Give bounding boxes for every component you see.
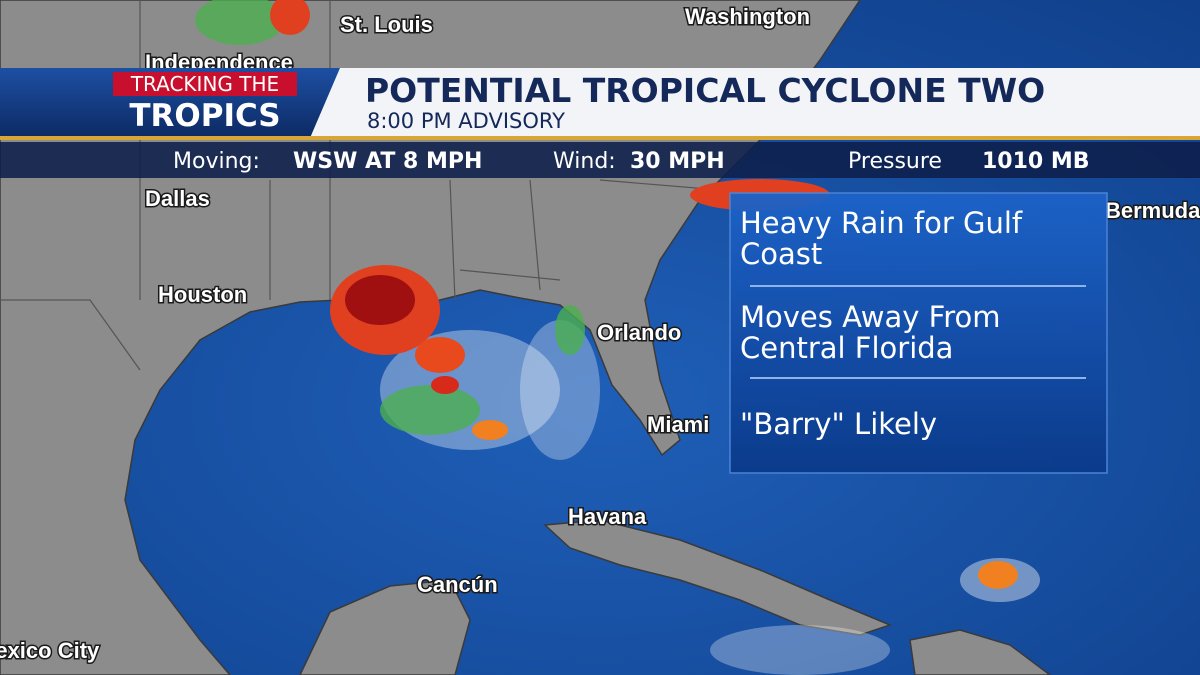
radar <box>195 0 1040 675</box>
info-item: Moves Away From Central Florida <box>740 300 1000 365</box>
city-label: Bermuda <box>1105 198 1200 223</box>
stats-bg <box>0 142 1200 178</box>
stat-value: WSW AT 8 MPH <box>293 149 482 174</box>
city-label: St. Louis <box>340 12 433 37</box>
stats-bar: Moving: WSW AT 8 MPH Wind: 30 MPH Pressu… <box>0 142 1200 178</box>
city-label: Cancún <box>417 572 498 597</box>
header: TRACKING THE TROPICS POTENTIAL TROPICAL … <box>0 68 1200 140</box>
subtitle: 8:00 PM ADVISORY <box>367 109 565 133</box>
accent-line <box>0 136 1200 140</box>
stat-label: Wind: <box>553 149 616 174</box>
badge-top: TRACKING THE <box>130 72 279 96</box>
badge-bottom: TROPICS <box>129 98 280 134</box>
city-label: Mexico City <box>0 638 100 663</box>
city-labels: St. Louis Washington Independence Dallas… <box>0 3 1200 665</box>
info-item: "Barry" Likely <box>740 407 937 441</box>
stat-label: Pressure <box>848 149 942 174</box>
info-box: Heavy Rain for Gulf Coast Moves Away From… <box>729 192 1108 474</box>
title-panel <box>310 68 1200 138</box>
badge-red <box>113 72 297 96</box>
city-label: Orlando <box>597 320 681 345</box>
info-item: Heavy Rain for Gulf Coast <box>740 206 1023 271</box>
city-label: Miami <box>647 412 709 437</box>
city-label: Washington <box>685 4 810 29</box>
city-label: Houston <box>158 282 247 307</box>
title: POTENTIAL TROPICAL CYCLONE TWO <box>365 71 1045 110</box>
stat-value: 1010 MB <box>982 149 1090 174</box>
info-bg <box>729 192 1108 474</box>
stat-label: Moving: <box>173 149 260 174</box>
city-label: Havana <box>568 504 647 529</box>
stat-value: 30 MPH <box>630 149 725 174</box>
city-label: Dallas <box>145 186 210 211</box>
